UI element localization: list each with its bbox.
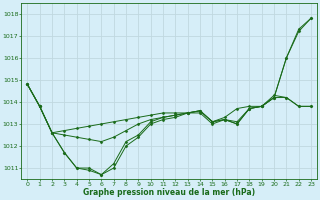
- X-axis label: Graphe pression niveau de la mer (hPa): Graphe pression niveau de la mer (hPa): [83, 188, 255, 197]
